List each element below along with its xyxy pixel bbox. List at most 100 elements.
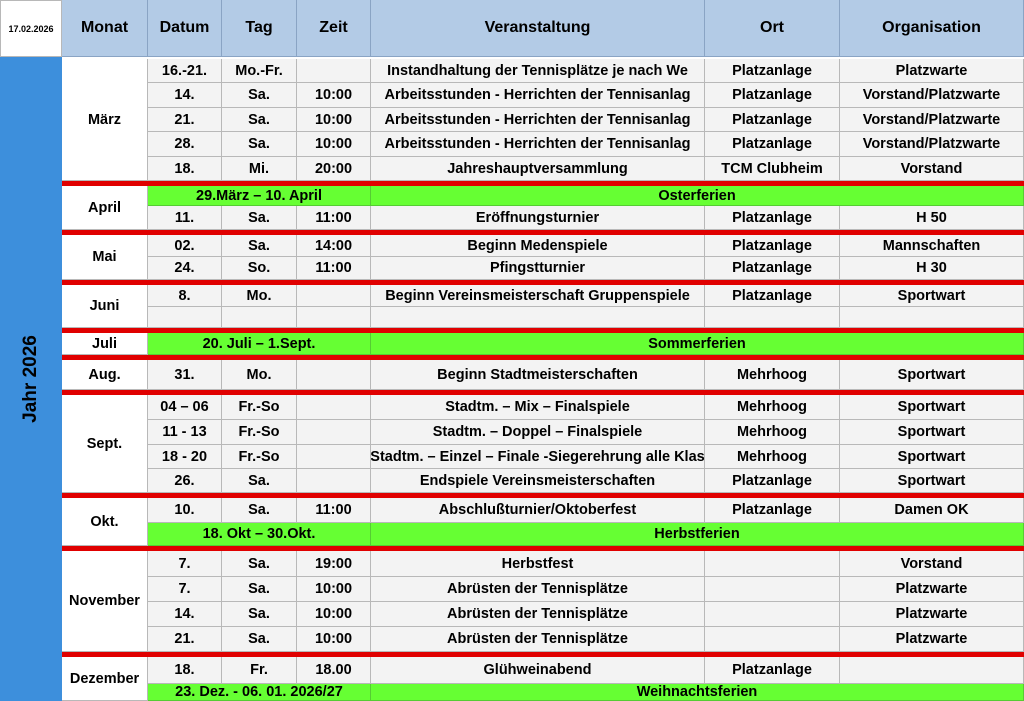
organizer-cell: Sportwart	[840, 395, 1024, 420]
time-cell: 10:00	[297, 577, 371, 602]
weekday-cell: Mo.-Fr.	[222, 59, 297, 83]
time-cell: 19:00	[297, 551, 371, 577]
location-cell: Mehrhoog	[705, 395, 840, 420]
location-cell: Platzanlage	[705, 206, 840, 230]
location-cell: Platzanlage	[705, 285, 840, 307]
location-cell	[705, 307, 840, 328]
location-cell: TCM Clubheim	[705, 157, 840, 181]
organizer-cell: Sportwart	[840, 420, 1024, 445]
organizer-cell: Platzwarte	[840, 59, 1024, 83]
event-cell: Abrüsten der Tennisplätze	[371, 627, 705, 652]
separator	[62, 652, 1024, 657]
organizer-cell: Vorstand/Platzwarte	[840, 132, 1024, 157]
separator	[62, 181, 1024, 186]
event-cell: Eröffnungsturnier	[371, 206, 705, 230]
organizer-cell: Sportwart	[840, 360, 1024, 390]
date-cell: 21.	[148, 627, 222, 652]
month-cell: März	[62, 59, 148, 181]
column-header: Organisation	[840, 0, 1024, 57]
time-cell	[297, 420, 371, 445]
time-cell	[297, 360, 371, 390]
time-cell: 10:00	[297, 627, 371, 652]
location-cell: Platzanlage	[705, 498, 840, 523]
date-cell: 11.	[148, 206, 222, 230]
event-cell: Endspiele Vereinsmeisterschaften	[371, 469, 705, 493]
date-cell: 02.	[148, 235, 222, 257]
event-cell: Jahreshauptversammlung	[371, 157, 705, 181]
event-cell: Abrüsten der Tennisplätze	[371, 602, 705, 627]
weekday-cell: Sa.	[222, 83, 297, 108]
event-cell: Arbeitsstunden - Herrichten der Tennisan…	[371, 83, 705, 108]
organizer-cell: Platzwarte	[840, 627, 1024, 652]
month-cell: Sept.	[62, 395, 148, 493]
date-cell: 31.	[148, 360, 222, 390]
month-cell: Juni	[62, 285, 148, 328]
weekday-cell: Sa.	[222, 469, 297, 493]
location-cell: Mehrhoog	[705, 360, 840, 390]
time-cell: 11:00	[297, 206, 371, 230]
event-cell: Beginn Stadtmeisterschaften	[371, 360, 705, 390]
weekday-cell: Sa.	[222, 551, 297, 577]
time-cell: 18.00	[297, 657, 371, 684]
weekday-cell: Mo.	[222, 285, 297, 307]
event-cell: Herbstfest	[371, 551, 705, 577]
location-cell: Platzanlage	[705, 59, 840, 83]
month-cell: Juli	[62, 333, 148, 355]
holiday-name: Osterferien	[371, 186, 1024, 206]
date-cell: 11 - 13	[148, 420, 222, 445]
event-cell: Abschlußturnier/Oktoberfest	[371, 498, 705, 523]
date-cell: 7.	[148, 551, 222, 577]
column-header: Datum	[148, 0, 222, 57]
event-cell: Instandhaltung der Tennisplätze je nach …	[371, 59, 705, 83]
holiday-name: Sommerferien	[371, 333, 1024, 355]
event-cell: Stadtm. – Doppel – Finalspiele	[371, 420, 705, 445]
time-cell	[297, 395, 371, 420]
date-cell: 28.	[148, 132, 222, 157]
weekday-cell: Sa.	[222, 235, 297, 257]
location-cell	[705, 577, 840, 602]
holiday-period: 29.März – 10. April	[148, 186, 371, 206]
organizer-cell: Sportwart	[840, 469, 1024, 493]
holiday-name: Herbstferien	[371, 523, 1024, 546]
time-cell	[297, 445, 371, 469]
separator	[62, 355, 1024, 360]
event-cell: Abrüsten der Tennisplätze	[371, 577, 705, 602]
year-column: Jahr 2026	[0, 57, 62, 701]
time-cell: 10:00	[297, 132, 371, 157]
column-header: Veranstaltung	[371, 0, 705, 57]
weekday-cell: So.	[222, 257, 297, 280]
event-cell: Stadtm. – Einzel – Finale -Siegerehrung …	[371, 445, 705, 469]
event-cell: Beginn Medenspiele	[371, 235, 705, 257]
organizer-cell: Vorstand	[840, 551, 1024, 577]
weekday-cell: Sa.	[222, 577, 297, 602]
organizer-cell: Vorstand/Platzwarte	[840, 83, 1024, 108]
date-cell: 10.	[148, 498, 222, 523]
separator	[62, 546, 1024, 551]
organizer-cell: Vorstand	[840, 157, 1024, 181]
holiday-name: Weihnachtsferien	[371, 684, 1024, 701]
organizer-cell: Damen OK	[840, 498, 1024, 523]
organizer-cell: H 30	[840, 257, 1024, 280]
separator	[62, 230, 1024, 235]
event-cell: Stadtm. – Mix – Finalspiele	[371, 395, 705, 420]
date-cell: 24.	[148, 257, 222, 280]
time-cell: 11:00	[297, 257, 371, 280]
location-cell: Platzanlage	[705, 83, 840, 108]
weekday-cell: Sa.	[222, 498, 297, 523]
event-cell	[371, 307, 705, 328]
date-cell: 7.	[148, 577, 222, 602]
time-cell: 10:00	[297, 108, 371, 132]
separator	[62, 328, 1024, 333]
month-cell: November	[62, 551, 148, 652]
month-cell: Aug.	[62, 360, 148, 390]
location-cell: Platzanlage	[705, 108, 840, 132]
month-cell: Okt.	[62, 498, 148, 546]
location-cell	[705, 627, 840, 652]
column-header: Ort	[705, 0, 840, 57]
organizer-cell: H 50	[840, 206, 1024, 230]
organizer-cell	[840, 657, 1024, 684]
time-cell	[297, 469, 371, 493]
weekday-cell: Mo.	[222, 360, 297, 390]
location-cell: Platzanlage	[705, 257, 840, 280]
date-cell: 04 – 06	[148, 395, 222, 420]
